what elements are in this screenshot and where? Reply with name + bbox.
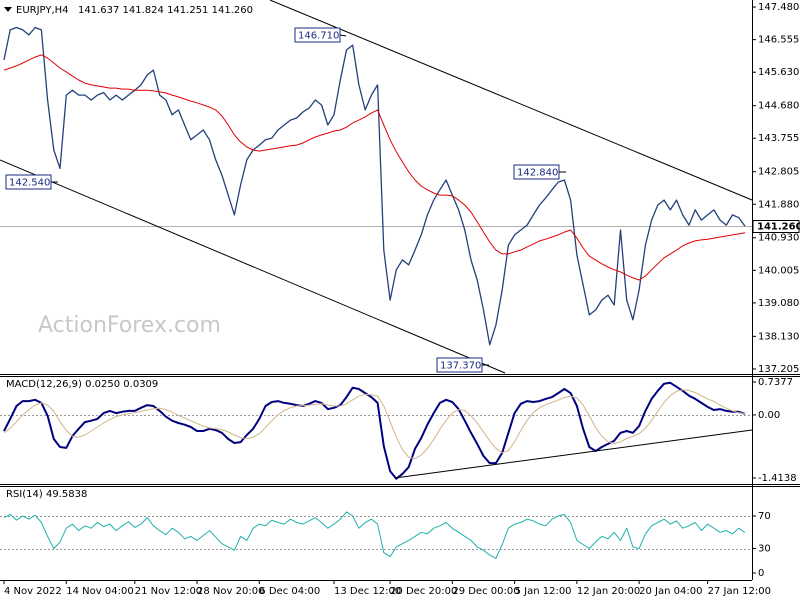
x-tick-label: 27 Jan 12:00 — [708, 586, 771, 597]
y-tick-label: 143.755 — [758, 133, 799, 144]
y-tick-label: 138.130 — [758, 331, 799, 342]
symbol: EURJPY,H4 — [16, 5, 69, 16]
y-tick-label: 0.00 — [758, 410, 780, 421]
plot-layer — [0, 26, 752, 559]
y-tick-label: 0.7377 — [758, 377, 793, 388]
x-tick-label: 21 Nov 12:00 — [135, 586, 202, 597]
menu-arrow — [4, 7, 12, 12]
current-price-box — [752, 220, 800, 233]
indicator-line — [3, 389, 746, 460]
annotation-box — [294, 27, 341, 43]
y-tick-label: 137.205 — [758, 364, 799, 375]
y-tick-label: 140.005 — [758, 265, 799, 276]
watermark: ActionForex.com — [38, 313, 221, 338]
macd-title: MACD(12,26,9) 0.0250 0.0309 — [6, 379, 158, 390]
annotation-box — [5, 174, 52, 190]
trend-line — [0, 159, 506, 374]
x-tick-label: 6 Dec 04:00 — [259, 586, 320, 597]
y-tick-label: 146.555 — [758, 35, 799, 46]
annotation-box — [513, 164, 560, 180]
x-tick-label: 14 Nov 04:00 — [66, 586, 133, 597]
y-tick-label: 0 — [758, 568, 764, 579]
x-tick-label: 5 Jan 12:00 — [515, 586, 572, 597]
y-tick-label: -1.4138 — [758, 473, 797, 484]
annotation-label: 137.370 — [440, 361, 481, 372]
x-tick-label: 12 Jan 20:00 — [577, 586, 640, 597]
x-tick-label: 20 Dec 20:00 — [390, 586, 457, 597]
annotation-label: 142.840 — [517, 168, 558, 179]
x-tick-label: 29 Dec 00:00 — [452, 586, 519, 597]
annotation-label: 146.710 — [298, 31, 339, 42]
y-tick-label: 141.880 — [758, 199, 799, 210]
y-tick-label: 70 — [758, 511, 771, 522]
y-tick-label: 144.680 — [758, 101, 799, 112]
annotation-label: 142.540 — [9, 178, 50, 189]
trend-line — [269, 0, 753, 201]
x-tick-label: 28 Nov 20:00 — [197, 586, 264, 597]
y-tick-label: 139.080 — [758, 298, 799, 309]
x-tick-label: 13 Dec 12:00 — [334, 586, 401, 597]
indicator-line — [3, 511, 746, 559]
rsi-title: RSI(14) 49.5838 — [6, 489, 87, 500]
indicator-line — [3, 54, 746, 281]
y-tick-label: 145.630 — [758, 67, 799, 78]
y-tick-label: 142.805 — [758, 167, 799, 178]
y-tick-label: 30 — [758, 544, 771, 555]
price-line — [3, 26, 746, 346]
annotation-box — [436, 357, 483, 373]
ohlc: 141.637 141.824 141.251 141.260 — [78, 5, 253, 16]
indicator-line — [3, 381, 746, 480]
x-tick-label: 20 Jan 04:00 — [639, 586, 702, 597]
y-tick-label: 140.930 — [758, 233, 799, 244]
trend-line — [394, 429, 753, 479]
y-tick-label: 147.480 — [758, 2, 799, 13]
annotation-leader — [339, 34, 347, 37]
current-price-label: 141.260 — [757, 222, 800, 233]
x-tick-label: 4 Nov 2022 — [4, 586, 62, 597]
